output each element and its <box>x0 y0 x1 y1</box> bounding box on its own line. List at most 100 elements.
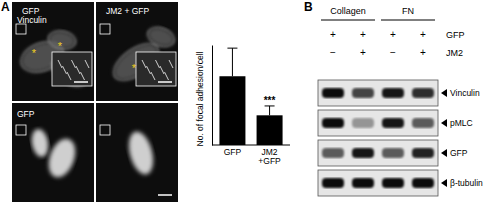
error-cap <box>227 48 237 49</box>
x-axis-line <box>212 145 290 146</box>
cell <box>47 29 78 52</box>
gfp-cell <box>44 135 80 181</box>
micrograph: GFP <box>12 103 94 202</box>
adhesion <box>156 60 160 68</box>
x-tick-label: GFP <box>224 147 242 157</box>
adhesion <box>85 60 89 68</box>
blot-strip <box>318 110 438 136</box>
treatment-sign: − <box>390 47 396 58</box>
band <box>382 118 404 128</box>
blot-label: Vinculin <box>450 88 480 98</box>
blot-label: GFP <box>450 148 468 158</box>
band <box>322 178 344 188</box>
band <box>412 178 434 188</box>
x-axis: GFP JM2+GFP <box>212 145 290 166</box>
inset-box <box>16 24 26 34</box>
image-background <box>12 103 94 202</box>
image-background <box>12 2 94 101</box>
group-line <box>381 20 435 21</box>
adhesion <box>147 66 151 74</box>
error-bar <box>232 48 233 76</box>
inset-box <box>100 125 110 135</box>
adhesion <box>165 72 169 80</box>
panel-label: A <box>1 0 10 14</box>
inset-box <box>100 24 110 34</box>
treatment-sign: + <box>360 29 366 40</box>
inset <box>136 52 176 86</box>
image-background <box>96 2 178 101</box>
group-line <box>321 20 375 21</box>
band <box>352 118 374 128</box>
adhesion <box>81 72 85 80</box>
band <box>382 178 404 188</box>
adhesion <box>63 66 67 74</box>
bar <box>219 76 245 145</box>
x-tick: GFP <box>224 145 242 157</box>
micrograph <box>96 103 178 202</box>
blot-strip <box>318 170 438 196</box>
treatment-sign: + <box>420 29 426 40</box>
group-label: FN <box>402 6 414 16</box>
adhesion <box>58 60 62 68</box>
treatment-sign: + <box>420 47 426 58</box>
adhesion <box>67 72 71 80</box>
panel-label: B <box>304 0 313 14</box>
cell <box>145 24 177 50</box>
treatment-label: JM2 <box>446 48 463 58</box>
gfp-cell <box>125 129 158 177</box>
row-label: Vinculin <box>17 15 47 25</box>
gfp-cell <box>30 128 51 158</box>
band <box>412 148 434 158</box>
treatment-sign: + <box>390 29 396 40</box>
micrograph: GFP**Vinculin <box>12 2 94 101</box>
adhesion <box>151 72 155 80</box>
bar <box>257 115 283 145</box>
cell-marker: * <box>132 62 137 74</box>
band <box>322 148 344 158</box>
scale-bar <box>158 81 172 83</box>
adhesion <box>142 60 146 68</box>
column-title: JM2 + GFP <box>106 6 150 16</box>
x-tick: JM2+GFP <box>258 145 281 166</box>
inset <box>52 52 92 86</box>
cell-edge <box>145 24 177 50</box>
treatment-sign: + <box>360 47 366 58</box>
adhesion <box>76 66 80 74</box>
bars <box>219 48 282 145</box>
y-axis-title: No. of focal adhesion/cell <box>195 51 205 146</box>
treatment-label: GFP <box>446 30 465 40</box>
cell-marker: * <box>32 47 37 59</box>
blot-strip <box>318 80 438 106</box>
significance: *** <box>264 95 276 106</box>
row-label: GFP <box>17 109 35 119</box>
band <box>412 88 434 98</box>
error-bar <box>269 106 270 115</box>
arrowhead <box>441 179 447 187</box>
arrowhead <box>441 119 447 127</box>
cell-edge <box>47 52 94 93</box>
band <box>322 88 344 98</box>
y-axis-line <box>212 46 213 146</box>
arrowhead <box>441 149 447 157</box>
blot-label: pMLC <box>450 118 473 128</box>
treatment-sign: − <box>330 47 336 58</box>
scale-bar <box>158 194 172 196</box>
band <box>322 118 344 128</box>
group-label: Collagen <box>330 6 366 16</box>
band <box>352 148 374 158</box>
arrowhead <box>441 89 447 97</box>
band <box>352 88 374 98</box>
band <box>412 118 434 128</box>
blot-label: β-tubulin <box>450 178 483 188</box>
inset-box <box>16 125 26 135</box>
y-axis <box>212 46 213 146</box>
adhesion <box>169 60 173 68</box>
band <box>382 88 404 98</box>
band <box>382 148 404 158</box>
band <box>352 178 374 188</box>
adhesion <box>72 60 76 68</box>
cell-edge <box>47 29 78 52</box>
treatment-sign: + <box>330 29 336 40</box>
adhesion <box>160 66 164 74</box>
scale-bar <box>74 81 88 83</box>
